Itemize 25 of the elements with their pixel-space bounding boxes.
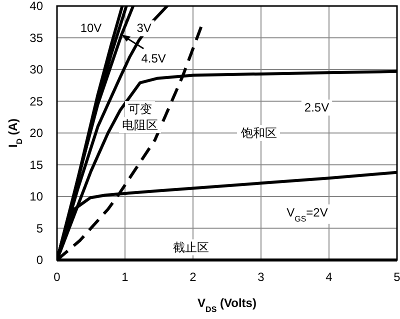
y-tick-label: 30 bbox=[30, 62, 44, 76]
annotation: 4.5V bbox=[141, 52, 166, 66]
y-tick-label: 10 bbox=[30, 190, 44, 204]
x-tick-label: 5 bbox=[394, 270, 400, 284]
annotation: V$_{GS}$=2V bbox=[286, 205, 328, 223]
x-axis-title: V$_{DS}$ (Volts) bbox=[198, 296, 256, 314]
x-tick-label: 3 bbox=[258, 270, 265, 284]
annotation: 可变 bbox=[128, 102, 152, 116]
y-tick-label: 15 bbox=[30, 158, 44, 172]
y-tick-label: 5 bbox=[36, 221, 44, 236]
annotation: 3V bbox=[136, 21, 152, 36]
x-tick-label: 1 bbox=[122, 270, 129, 284]
annotation: 电阻区 bbox=[122, 118, 158, 132]
x-tick-label: 4 bbox=[326, 270, 333, 284]
y-tick-label: 25 bbox=[30, 94, 44, 108]
y-tick-label: 20 bbox=[30, 126, 44, 140]
y-tick-label: 35 bbox=[30, 30, 44, 45]
annotation: 截止区 bbox=[172, 240, 209, 254]
x-tick-label: 2 bbox=[190, 270, 197, 284]
annotation: 2.5V bbox=[304, 100, 330, 115]
annotation: 饱和区 bbox=[240, 126, 277, 140]
y-tick-label: 40 bbox=[30, 0, 44, 13]
annotation: 10V bbox=[80, 21, 102, 36]
x-tick-label: 0 bbox=[54, 270, 61, 284]
y-tick-label: 0 bbox=[36, 253, 44, 267]
